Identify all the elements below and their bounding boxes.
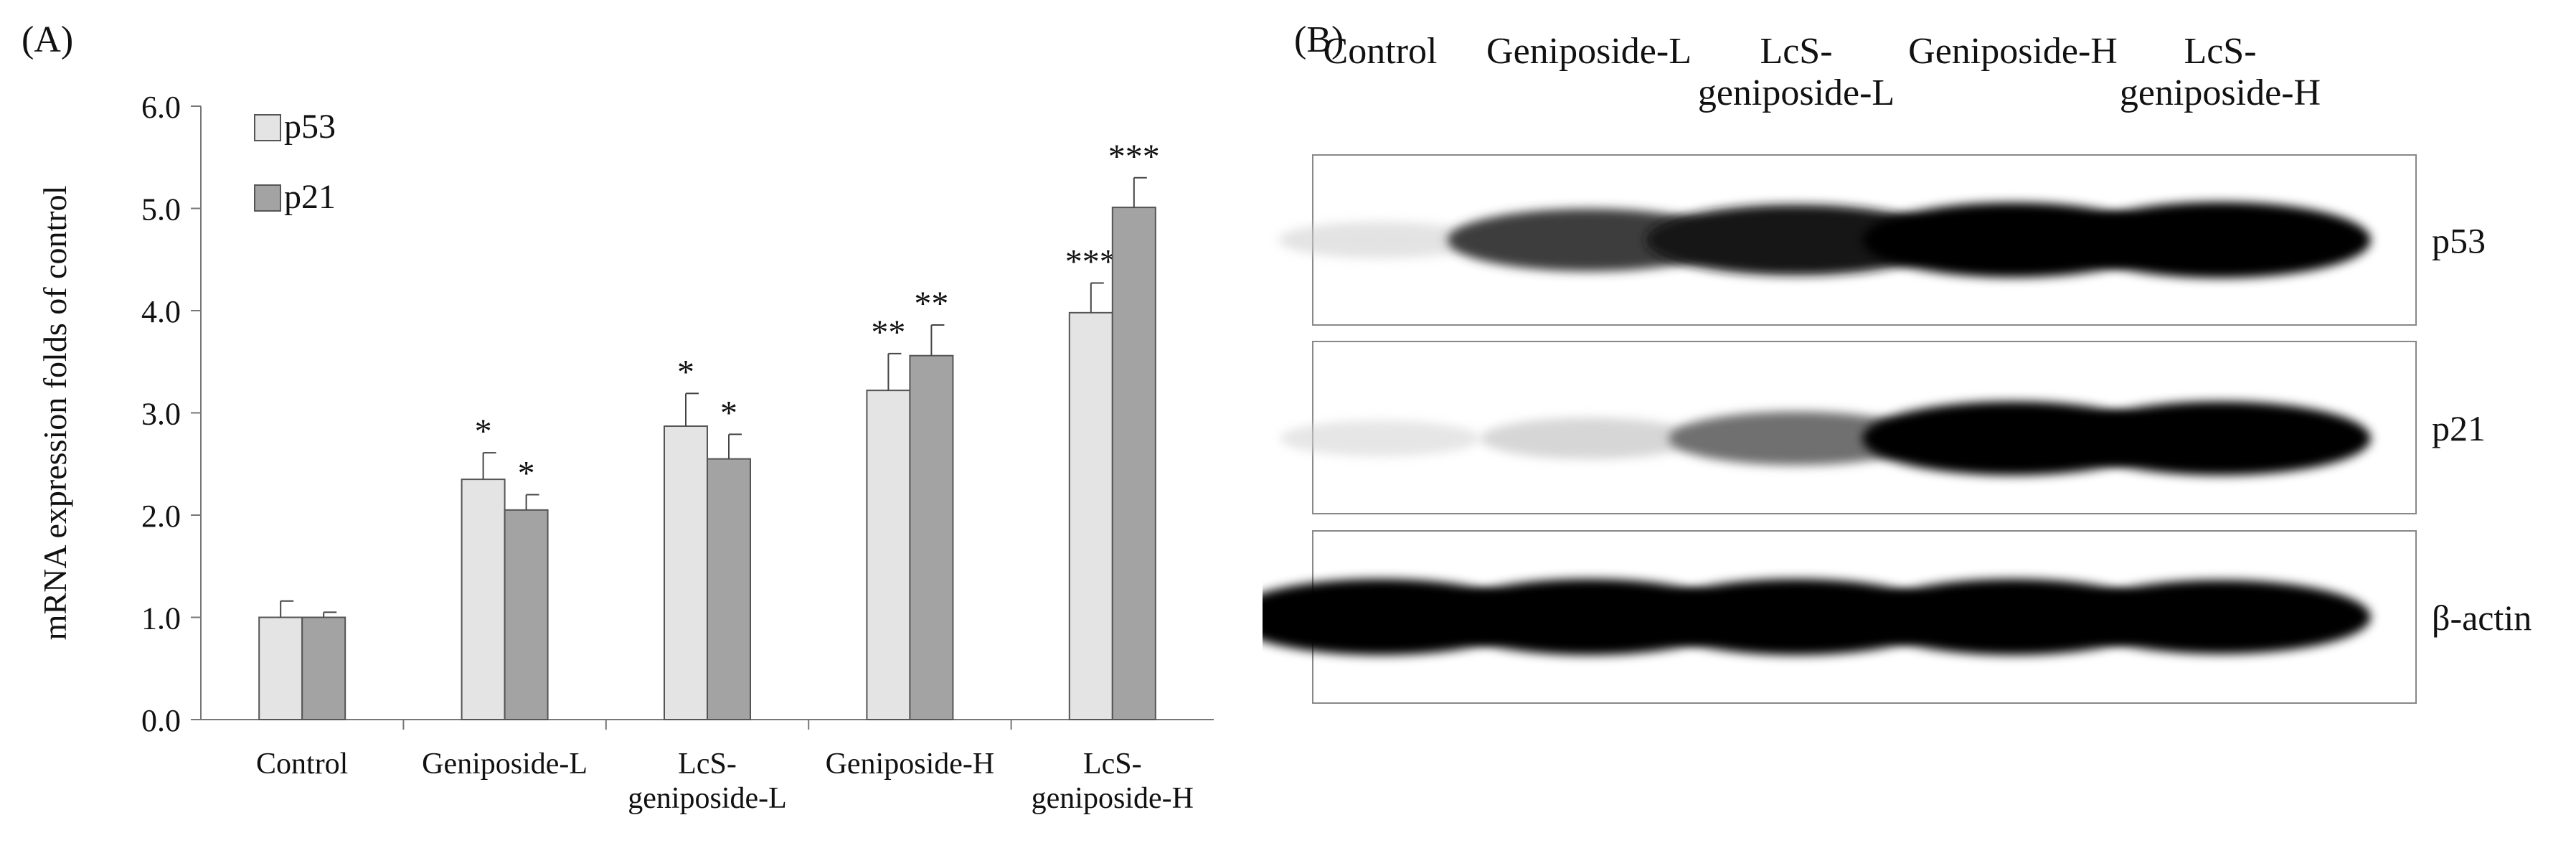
y-tick-label: 6.0 — [141, 90, 181, 125]
bar-chart-panel: (A) 0.0 1.0 2.0 3.0 4.0 5.0 6.0 mRNA expression… — [0, 0, 1263, 844]
legend-swatch-p21 — [254, 184, 281, 212]
legend-label-p53: p53 — [284, 108, 336, 146]
blot-band — [2070, 401, 2371, 476]
blot-lane-label: LcS- — [2184, 31, 2256, 72]
bar-p21-4 — [1111, 207, 1156, 720]
blot-lane-label: Geniposide-H — [1908, 31, 2118, 72]
panel-b-label: (B) — [1294, 19, 1344, 60]
blot-lane-label: Geniposide-L — [1486, 31, 1692, 72]
x-category-label: LcS- — [678, 748, 737, 781]
blot-protein-label: β-actin — [2432, 598, 2532, 638]
blot-lane-label: Control — [1324, 31, 1438, 72]
blot-band — [2070, 202, 2371, 278]
blot-strip-1 — [1280, 341, 2417, 514]
bar-p53-3 — [866, 390, 911, 721]
x-category-label: geniposide-L — [628, 782, 787, 815]
bar-p21-2 — [707, 458, 751, 720]
x-category-label: Control — [256, 748, 348, 781]
y-tick-label: 4.0 — [141, 294, 181, 329]
blot-band — [1646, 204, 1947, 275]
blot-band — [1280, 420, 1481, 457]
blot-band — [1230, 579, 1531, 655]
x-category-label: Geniposide-L — [422, 748, 588, 781]
bar-p21-1 — [504, 509, 549, 720]
bar-p53-0 — [258, 616, 303, 720]
blot-strip-2 — [1230, 530, 2417, 704]
significance-marker: ** — [871, 314, 905, 352]
bar-p21-0 — [301, 616, 346, 720]
blot-band — [1480, 418, 1698, 459]
bar-chart: (A) 0.0 1.0 2.0 3.0 4.0 5.0 6.0 mRNA expression… — [22, 19, 1214, 815]
y-tick-label: 0.0 — [141, 703, 181, 738]
significance-marker: * — [475, 413, 492, 451]
significance-marker: * — [518, 455, 535, 493]
legend-swatch-p53 — [254, 114, 281, 141]
western-blot: (B) Control Geniposide-L LcS-geniposide-L G… — [1230, 19, 2532, 704]
blot-protein-label: p53 — [2432, 221, 2486, 261]
significance-marker: *** — [1108, 138, 1160, 176]
blot-band — [1669, 411, 1924, 466]
blot-band — [1862, 202, 2164, 278]
significance-marker: ** — [914, 285, 948, 323]
blot-lane-label: geniposide-H — [2120, 72, 2321, 113]
x-category-label: geniposide-H — [1032, 782, 1194, 815]
blot-lane-label: geniposide-L — [1698, 72, 1895, 113]
blot-band — [1862, 579, 2164, 655]
panel-a-label: (A) — [22, 19, 73, 60]
blot-band — [1646, 579, 1947, 655]
blot-protein-label: p21 — [2432, 408, 2486, 448]
x-category-label: Geniposide-H — [826, 748, 995, 781]
western-blot-panel: (B) Control Geniposide-L LcS-geniposide-L G… — [1230, 0, 2576, 844]
significance-marker: * — [720, 394, 737, 432]
y-tick-label: 5.0 — [141, 192, 181, 227]
blot-band — [1862, 401, 2164, 476]
x-category-label: LcS- — [1083, 748, 1142, 781]
bar-p53-1 — [461, 479, 506, 720]
y-tick-label: 3.0 — [141, 397, 181, 432]
blot-strip-0 — [1278, 154, 2417, 326]
significance-marker: *** — [1065, 243, 1117, 281]
y-axis-label: mRNA expression folds of control — [37, 186, 73, 641]
blot-lane-label: LcS- — [1760, 31, 1832, 72]
bar-p21-3 — [909, 354, 954, 720]
legend-label-p21: p21 — [284, 178, 336, 216]
y-tick-label: 2.0 — [141, 499, 181, 534]
blot-band — [2070, 580, 2371, 654]
bar-p53-4 — [1068, 311, 1113, 721]
blot-band — [1438, 579, 1740, 655]
bar-p53-2 — [664, 425, 708, 721]
blot-band — [1447, 208, 1731, 272]
blot-band — [1278, 221, 1482, 259]
significance-marker: * — [677, 353, 694, 391]
y-tick-label: 1.0 — [141, 601, 181, 636]
